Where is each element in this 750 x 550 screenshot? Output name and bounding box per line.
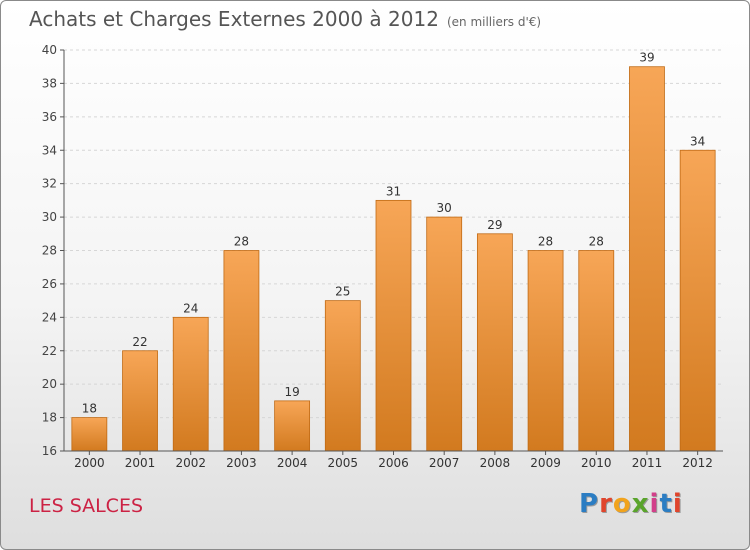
- value-label: 24: [183, 301, 198, 315]
- value-label: 30: [437, 201, 452, 215]
- bar-2012: [679, 149, 716, 452]
- bar-2002: [172, 316, 209, 452]
- logo-letter: o: [612, 489, 632, 519]
- value-label: 25: [335, 285, 350, 299]
- x-tick-label: 2003: [226, 456, 257, 470]
- x-tick-label: 2005: [328, 456, 359, 470]
- x-tick-label: 2008: [480, 456, 511, 470]
- value-label: 29: [487, 218, 502, 232]
- x-tick-label: 2000: [74, 456, 105, 470]
- y-tick-label: 26: [42, 277, 57, 291]
- chart-title: Achats et Charges Externes 2000 à 2012 (e…: [29, 7, 541, 31]
- chart-title-text: Achats et Charges Externes 2000 à 2012: [29, 7, 439, 31]
- logo-letter: i: [649, 489, 660, 519]
- logo-letter: i: [672, 489, 683, 519]
- value-label: 34: [690, 134, 705, 148]
- bar-2004: [274, 400, 311, 452]
- x-tick-label: 2001: [125, 456, 156, 470]
- y-tick-label: 38: [42, 76, 57, 90]
- bar-2008: [476, 233, 513, 452]
- bar-2003: [223, 250, 260, 452]
- x-tick-label: 2002: [175, 456, 206, 470]
- bar-2009: [527, 250, 564, 452]
- y-tick-label: 36: [42, 110, 57, 124]
- value-label: 19: [284, 385, 299, 399]
- y-tick-label: 18: [42, 411, 57, 425]
- x-tick-label: 2011: [632, 456, 663, 470]
- bar-2001: [122, 350, 158, 452]
- x-tick-label: 2010: [581, 456, 612, 470]
- bar-2011: [629, 66, 665, 452]
- x-tick-label: 2006: [378, 456, 409, 470]
- x-tick-label: 2004: [277, 456, 308, 470]
- value-label: 39: [639, 51, 654, 65]
- y-tick-label: 16: [42, 444, 57, 458]
- y-tick-label: 22: [42, 344, 57, 358]
- value-label: 31: [386, 184, 401, 198]
- x-tick-label: 2007: [429, 456, 460, 470]
- value-label: 28: [538, 235, 553, 249]
- y-tick-label: 34: [42, 143, 57, 157]
- bar-2000: [71, 417, 108, 452]
- logo-letter: r: [599, 489, 613, 519]
- value-label: 22: [132, 335, 147, 349]
- bar-2010: [578, 250, 615, 452]
- y-tick-label: 20: [42, 377, 57, 391]
- logo-letter: t: [659, 489, 673, 519]
- logo-letter: x: [631, 489, 650, 519]
- chart-unit: (en milliers d'€): [446, 15, 542, 29]
- y-tick-label: 40: [42, 43, 57, 57]
- value-label: 28: [589, 235, 604, 249]
- proxiti-logo: Proxiti: [579, 489, 683, 519]
- y-tick-label: 30: [42, 210, 57, 224]
- logo-letter: P: [579, 489, 600, 519]
- y-tick-label: 32: [42, 177, 57, 191]
- x-tick-label: 2009: [530, 456, 561, 470]
- location-name: LES SALCES: [29, 495, 144, 517]
- bar-2007: [426, 216, 463, 452]
- bar-2005: [324, 300, 361, 452]
- value-label: 18: [82, 402, 97, 416]
- x-tick-label: 2012: [682, 456, 713, 470]
- bar-2006: [375, 199, 412, 452]
- value-label: 28: [234, 235, 249, 249]
- y-tick-label: 28: [42, 244, 57, 258]
- y-tick-label: 24: [42, 310, 57, 324]
